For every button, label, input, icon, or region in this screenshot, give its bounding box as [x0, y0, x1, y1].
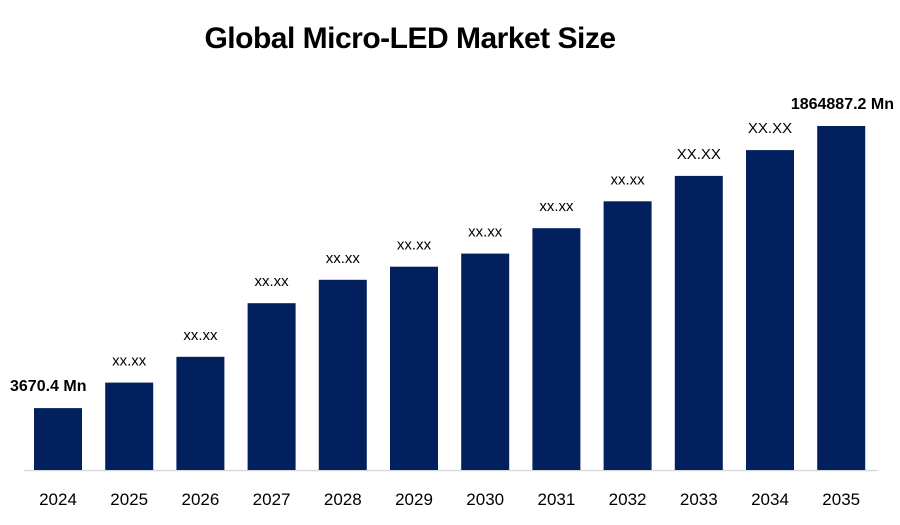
data-label-2024: 3670.4 Mn	[10, 378, 86, 395]
x-tick-label-2033: 2033	[680, 490, 718, 509]
data-label-2029: xx.xx	[397, 237, 432, 254]
data-label-2030: xx.xx	[468, 224, 503, 241]
bar-2035	[817, 126, 866, 470]
data-label-2028: xx.xx	[326, 250, 361, 267]
bar-2032	[603, 201, 652, 471]
data-label-2032: xx.xx	[611, 171, 646, 188]
x-tick-label-2034: 2034	[751, 490, 789, 509]
x-tick-label-2035: 2035	[822, 490, 860, 509]
bar-2026	[176, 356, 225, 470]
bar-2027	[247, 303, 296, 470]
bar-2028	[318, 279, 367, 470]
data-label-2033: XX.XX	[677, 146, 721, 163]
data-label-2034: XX.XX	[748, 120, 792, 137]
x-tick-label-2024: 2024	[39, 490, 77, 509]
x-tick-label-2026: 2026	[181, 490, 219, 509]
x-tick-label-2032: 2032	[609, 490, 647, 509]
bar-2031	[532, 228, 581, 470]
data-label-2027: xx.xx	[255, 273, 290, 290]
bar-2024	[34, 408, 82, 470]
x-tick-label-2027: 2027	[253, 490, 291, 509]
data-label-2026: xx.xx	[183, 327, 218, 344]
bar-2034	[746, 150, 794, 470]
x-tick-label-2031: 2031	[537, 490, 575, 509]
x-tick-label-2029: 2029	[395, 490, 433, 509]
x-tick-label-2030: 2030	[466, 490, 504, 509]
x-tick-label-2028: 2028	[324, 490, 362, 509]
data-label-2025: xx.xx	[112, 353, 147, 370]
bar-2025	[105, 382, 154, 470]
bar-2029	[390, 266, 438, 470]
bar-2030	[461, 253, 510, 470]
data-label-2031: xx.xx	[539, 198, 574, 215]
data-label-2035: 1864887.2 Mn	[791, 96, 894, 113]
x-tick-label-2025: 2025	[110, 490, 148, 509]
bar-2033	[674, 175, 723, 470]
chart-title: Global Micro-LED Market Size	[204, 22, 616, 55]
